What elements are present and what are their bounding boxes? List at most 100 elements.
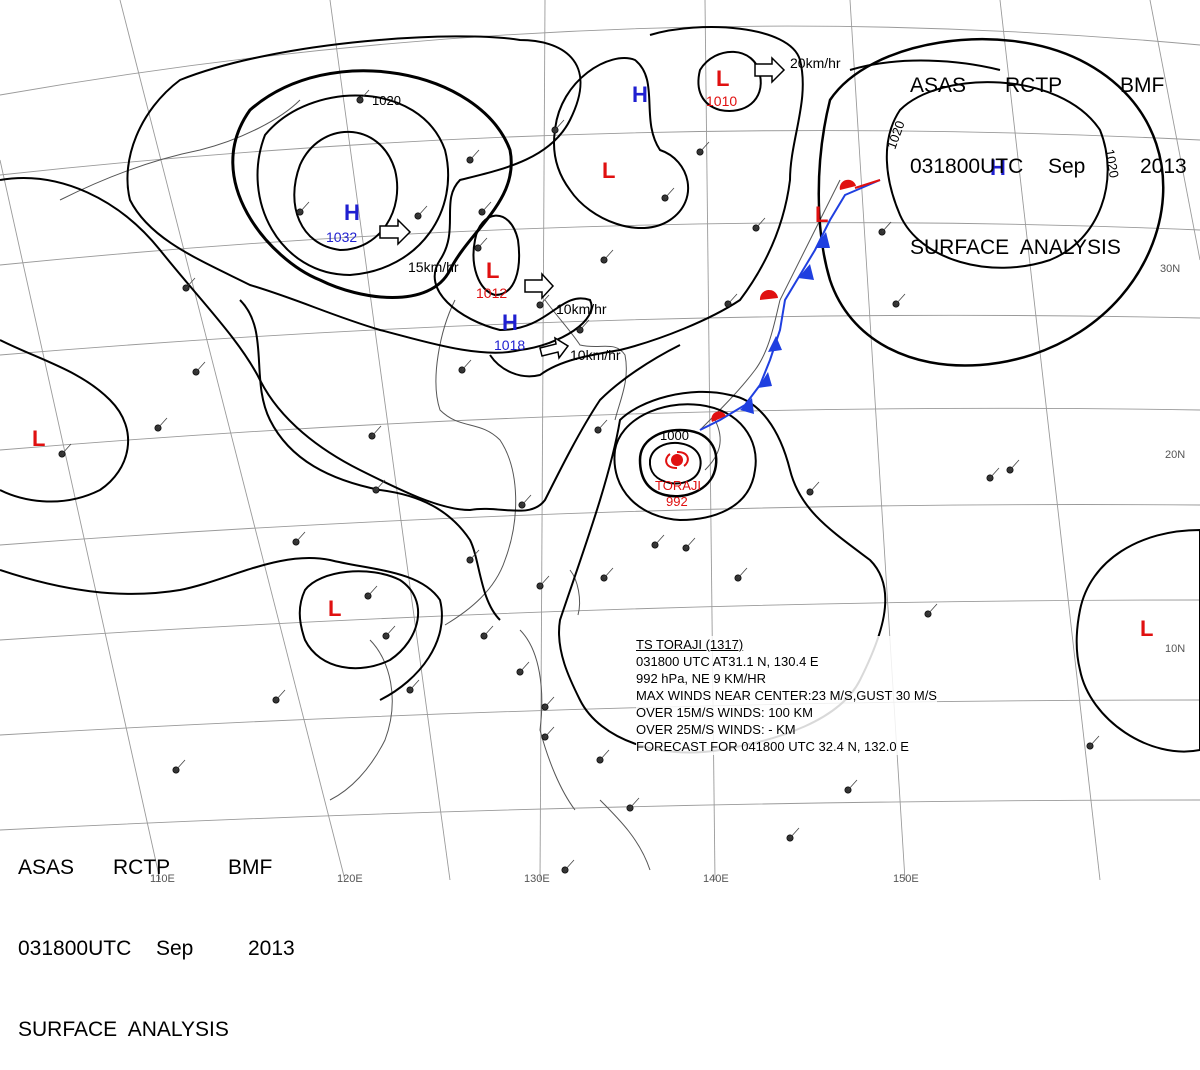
coastline-japan bbox=[699, 179, 841, 431]
pressure-value: 1018 bbox=[494, 337, 525, 353]
wind-barb-staff bbox=[185, 277, 196, 289]
latitude-line bbox=[0, 130, 1200, 176]
wind-barb-staff bbox=[727, 293, 738, 305]
chart-title-top-right: ASAS RCTP BMF 031800UTC Sep 2013 SURFACE ANA… bbox=[910, 18, 1187, 288]
wind-barb-staff bbox=[469, 149, 480, 161]
graticule-labels: 110E 120E 130E 140E 150E 30N 20N 10N bbox=[150, 263, 1185, 885]
motion-speed-label: 10km/hr bbox=[570, 347, 621, 363]
low-pressure-symbol: L bbox=[602, 158, 615, 183]
wind-barb-staff bbox=[881, 221, 892, 233]
wind-barb-staff bbox=[599, 749, 610, 761]
station-plots bbox=[58, 89, 1100, 874]
isobar-label: 1020 bbox=[372, 93, 401, 108]
typhoon-name: TORAJI bbox=[655, 478, 701, 493]
isobar bbox=[1075, 528, 1200, 753]
wind-barb-staff bbox=[539, 575, 550, 587]
typhoon-marker: TORAJI 992 bbox=[655, 451, 701, 509]
typhoon-info-header: TS TORAJI (1317) bbox=[636, 637, 744, 652]
title-word: Sep bbox=[1048, 155, 1086, 178]
longitude-label: 130E bbox=[524, 873, 550, 885]
wind-barb-staff bbox=[789, 827, 800, 839]
latitude-grid bbox=[0, 25, 1200, 831]
wind-barb-staff bbox=[603, 249, 614, 261]
cold-front-barb bbox=[740, 398, 754, 414]
wind-barb-staff bbox=[579, 319, 590, 331]
warm-front-line bbox=[854, 179, 881, 189]
isobar bbox=[817, 38, 1165, 367]
longitude-line bbox=[329, 0, 451, 881]
coastline-kyushu bbox=[704, 419, 721, 471]
cold-front-barb bbox=[798, 264, 814, 280]
wind-barb-staff bbox=[359, 89, 370, 101]
latitude-line bbox=[0, 799, 1200, 831]
title-line-2: 031800UTC Sep 2013 bbox=[18, 935, 295, 962]
coastline-north bbox=[59, 99, 301, 201]
isobar bbox=[558, 390, 887, 754]
motion-arrow-icon bbox=[524, 272, 555, 300]
wind-barb-staff bbox=[699, 141, 710, 153]
title-line-1: ASAS RCTP BMF bbox=[18, 854, 295, 881]
cold-front-barb bbox=[815, 232, 830, 248]
wind-barb-staff bbox=[564, 859, 575, 871]
coastline-taiwan bbox=[569, 569, 581, 616]
latitude-line bbox=[0, 407, 1200, 451]
wind-barb-staff bbox=[629, 797, 640, 809]
isobar-label: 1000 bbox=[660, 428, 689, 443]
longitude-line bbox=[999, 0, 1101, 881]
typhoon-pressure: 992 bbox=[666, 494, 688, 509]
wind-barb-staff bbox=[175, 759, 186, 771]
surface-analysis-map: 15km/hr 10km/hr 10km/hr 20km/hr 1020 102… bbox=[0, 0, 1200, 885]
title-line-1: ASAS RCTP BMF bbox=[910, 72, 1187, 99]
latitude-label: 30N bbox=[1160, 263, 1180, 275]
cold-front-barb bbox=[758, 372, 772, 388]
title-word: 031800UTC bbox=[18, 937, 132, 960]
typhoon-info-line: OVER 25M/S WINDS: - KM bbox=[636, 722, 796, 737]
wind-barb-staff bbox=[375, 479, 386, 491]
cold-front-barb bbox=[768, 336, 782, 352]
wind-barb-staff bbox=[469, 549, 480, 561]
isobar bbox=[0, 557, 443, 701]
longitude-line bbox=[1149, 0, 1200, 261]
wind-barb-staff bbox=[554, 119, 565, 131]
wind-barb-staff bbox=[539, 294, 550, 306]
wind-barb-staff bbox=[477, 237, 488, 249]
motion-speed-labels: 15km/hr 10km/hr 10km/hr 20km/hr bbox=[408, 55, 841, 363]
longitude-line bbox=[0, 159, 161, 881]
wind-barb-staff bbox=[544, 696, 555, 708]
isobar bbox=[0, 177, 681, 512]
latitude-line bbox=[0, 599, 1200, 641]
latitude-line bbox=[0, 222, 1200, 266]
isobar bbox=[256, 94, 450, 277]
isobar bbox=[552, 57, 689, 229]
wind-barb-staff bbox=[299, 201, 310, 213]
pressure-centers: H 1032 H 1018 H H L 1012 L 1010 L L L L … bbox=[32, 66, 1153, 641]
wind-barb-staff bbox=[461, 359, 472, 371]
motion-arrow-icon bbox=[379, 218, 412, 246]
cold-front-line bbox=[699, 179, 881, 431]
coastline-china bbox=[435, 299, 517, 626]
latitude-label: 20N bbox=[1165, 449, 1185, 461]
motion-arrow-icon bbox=[539, 336, 570, 360]
latitude-line bbox=[0, 314, 1200, 356]
isobar-label: 1020 bbox=[1102, 148, 1122, 179]
title-line-3: SURFACE ANALYSIS bbox=[18, 1018, 229, 1041]
isobar bbox=[648, 441, 702, 485]
wind-barb-staff bbox=[603, 567, 614, 579]
longitude-label: 150E bbox=[893, 873, 919, 885]
typhoon-center-icon bbox=[671, 454, 683, 466]
title-line-2: 031800UTC Sep 2013 bbox=[910, 153, 1187, 180]
latitude-line bbox=[0, 25, 1200, 96]
latitude-label: 10N bbox=[1165, 643, 1185, 655]
wind-barb-staff bbox=[481, 201, 492, 213]
warm-front-lobe bbox=[839, 179, 856, 190]
high-pressure-symbol: H bbox=[502, 310, 518, 335]
isobar bbox=[0, 339, 129, 503]
isobar bbox=[126, 35, 593, 354]
isobar bbox=[293, 130, 399, 252]
title-word: ASAS bbox=[910, 74, 967, 97]
wind-barb-staff bbox=[371, 425, 382, 437]
wind-barb-staff bbox=[737, 567, 748, 579]
wind-barb-staff bbox=[295, 531, 306, 543]
low-pressure-symbol: L bbox=[815, 202, 828, 227]
typhoon-info-line: 031800 UTC AT31.1 N, 130.4 E bbox=[636, 654, 819, 669]
